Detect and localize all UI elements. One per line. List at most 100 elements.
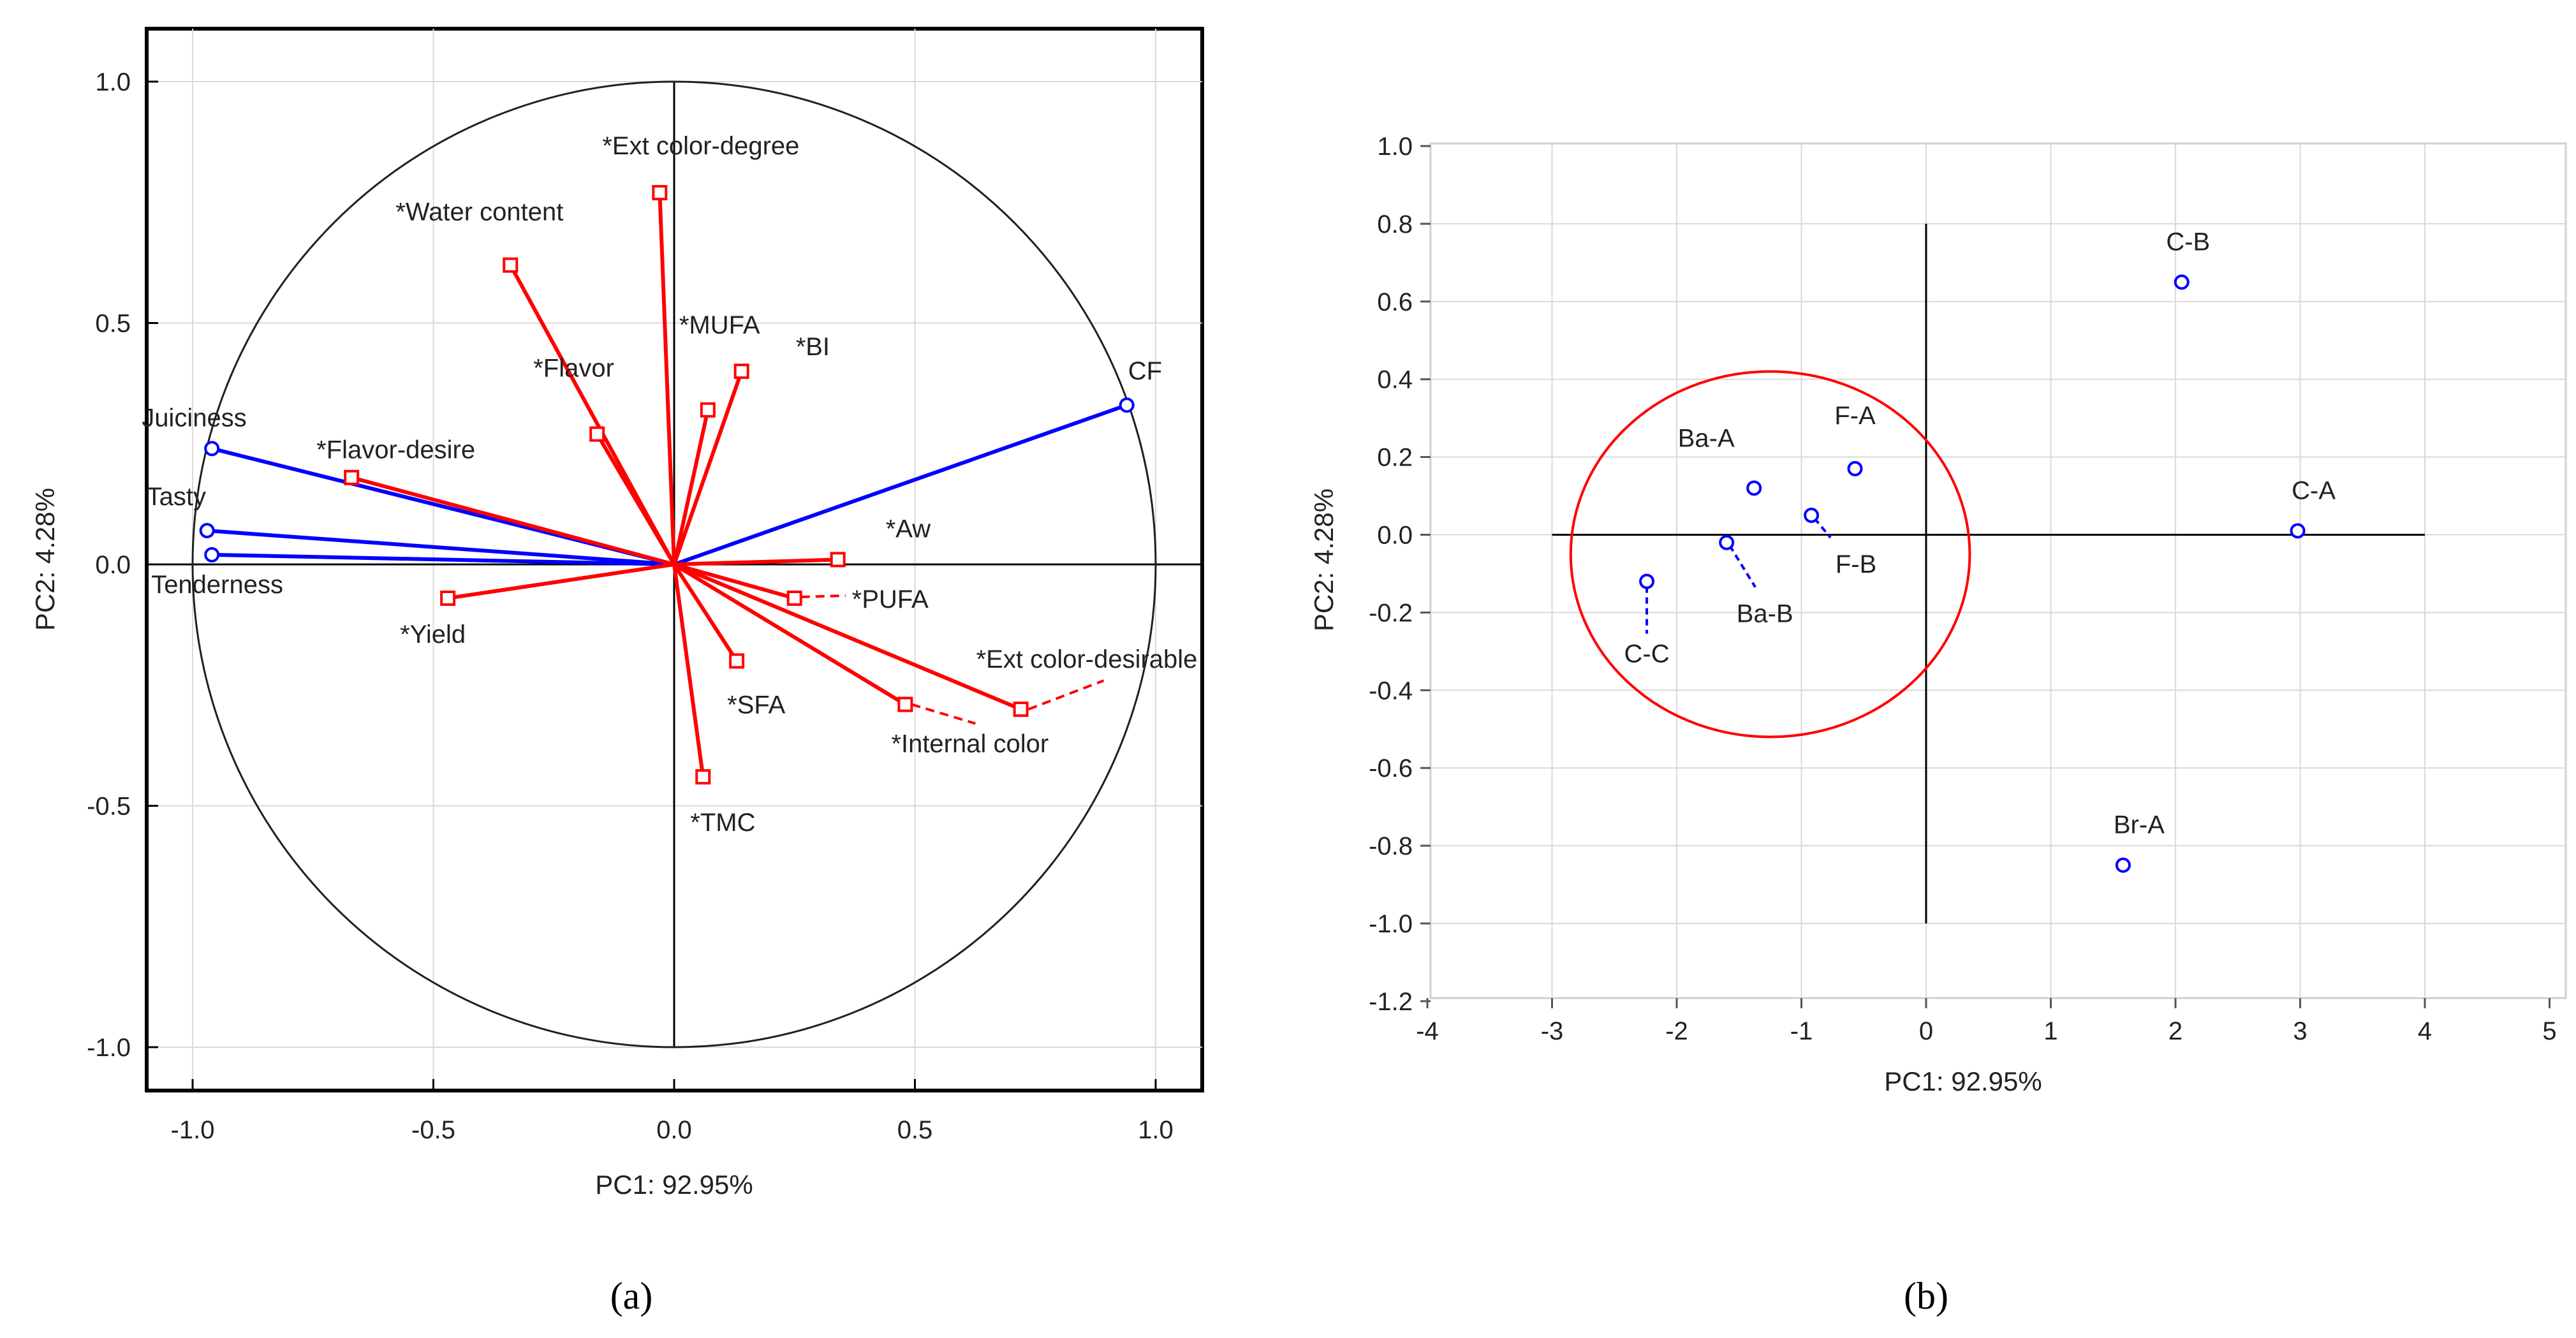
loading-marker-star-sfa: [729, 653, 745, 669]
loading-vector-cf: [673, 403, 1128, 566]
score-point-ba-a: [1746, 480, 1762, 496]
panel-b-y-axis-label: PC2: 4.28%: [1309, 489, 1339, 631]
label-leader-star-ext-color-desirable: [1027, 679, 1105, 710]
point-label-br-a: Br-A: [2114, 811, 2165, 839]
score-point-ba-b: [1719, 534, 1735, 550]
point-leader-ba-b: [1728, 545, 1756, 588]
panel-a-caption: (a): [610, 1275, 653, 1317]
loading-vector-star-flavor: [595, 433, 676, 566]
score-point-br-a: [2115, 857, 2131, 873]
y-tick-label: 0.8: [1377, 210, 1413, 239]
panel-a-x-axis-label: PC1: 92.95%: [595, 1170, 753, 1200]
y-tick-label: -1.0: [87, 1034, 131, 1062]
panel-b-plot-frame: [1429, 142, 2567, 999]
variable-label-star-internal-color: *Internal color: [891, 730, 1049, 758]
y-tick-label: 0.4: [1377, 366, 1413, 394]
variable-label-star-water-content: *Water content: [395, 198, 563, 226]
loading-vector-star-flavor-desire: [351, 475, 675, 566]
loading-vector-star-bi: [672, 371, 744, 565]
x-tick-label: -1.0: [171, 1116, 215, 1144]
score-point-c-a: [2290, 523, 2306, 539]
panel-b-grid: [1431, 143, 2566, 998]
point-label-ba-a: Ba-A: [1678, 424, 1735, 452]
point-leader-f-b: [1813, 517, 1832, 539]
panel-b-label-leaders: [1645, 517, 1832, 634]
variable-label-star-bi: *BI: [796, 333, 830, 361]
variable-label-star-tmc: *TMC: [690, 809, 755, 837]
variable-label-cf: CF: [1128, 357, 1162, 385]
variable-label-tasty: Tasty: [147, 483, 206, 511]
panel-b-caption: (b): [1904, 1275, 1948, 1317]
variable-label-star-sfa: *SFA: [727, 691, 785, 719]
y-tick-label: 0.5: [95, 310, 131, 338]
point-label-c-b: C-B: [2166, 228, 2210, 256]
correlation-circle: [191, 80, 1157, 1048]
variable-label-star-flavor: *Flavor: [533, 355, 614, 383]
x-tick-label: -0.5: [411, 1116, 455, 1144]
loading-vector-star-ext-color-degree: [658, 192, 676, 565]
point-label-f-a: F-A: [1834, 402, 1876, 430]
point-label-f-b: F-B: [1836, 550, 1876, 578]
panel-b-grouping-ellipse: [1569, 370, 1971, 739]
panel-b-y-tick-labels: 1.0 0.8 0.6 0.4 0.2 0.0 -0.2 -0.4 -0.6 -0.8 -1.0 -1…: [1369, 133, 1413, 1016]
loading-vector-star-mufa: [672, 409, 710, 565]
loading-vector-star-ext-color-desirable: [673, 562, 1022, 711]
loading-marker-tasty: [199, 523, 215, 539]
variable-label-star-aw: *Aw: [886, 515, 931, 543]
loading-marker-star-bi: [733, 364, 749, 379]
loading-vector-star-internal-color: [673, 562, 906, 707]
loading-marker-star-yield: [440, 590, 456, 606]
variable-label-tenderness: Tenderness: [151, 571, 283, 599]
loading-marker-star-ext-color-degree: [652, 185, 668, 201]
score-point-c-c: [1639, 573, 1655, 589]
loading-marker-cf: [1119, 397, 1135, 413]
cluster-ellipse: [1569, 370, 1971, 739]
panel-a-y-tick-labels: 1.0 0.5 0.0 -0.5 -1.0: [87, 68, 131, 1062]
score-point-f-a: [1847, 460, 1863, 476]
panel-b-x-axis-label: PC1: 92.95%: [1884, 1066, 2042, 1096]
y-tick-label: -0.5: [87, 793, 131, 821]
x-tick-label: -3: [1541, 1017, 1564, 1045]
panel-a-unit-circle: [191, 80, 1157, 1048]
label-leader-star-pufa: [800, 594, 846, 598]
y-tick-label: -0.6: [1369, 754, 1413, 783]
panel-a-x-tick-labels: -1.0 -0.5 0.0 0.5 1.0: [171, 1116, 1174, 1144]
x-tick-label: 3: [2293, 1017, 2307, 1045]
point-label-c-a: C-A: [2292, 476, 2336, 504]
loading-marker-star-water-content: [503, 257, 519, 273]
x-tick-label: 1: [2043, 1017, 2057, 1045]
loading-marker-star-internal-color: [897, 696, 913, 712]
loading-marker-star-aw: [830, 552, 846, 568]
panel-a-variable-labels: Juiciness Tasty Tenderness CF *Ext color-deg…: [142, 132, 1197, 837]
x-tick-label: 0.0: [656, 1116, 692, 1144]
y-tick-label: -0.2: [1369, 599, 1413, 627]
loading-marker-star-flavor-desire: [344, 469, 360, 485]
x-tick-label: 5: [2542, 1017, 2556, 1045]
variable-label-star-ext-color-desirable: *Ext color-desirable: [976, 645, 1198, 673]
variable-label-star-pufa: *PUFA: [852, 585, 929, 614]
x-tick-label: 2: [2168, 1017, 2182, 1045]
loading-vector-tenderness: [212, 552, 675, 566]
variable-label-juiciness: Juiciness: [142, 404, 247, 432]
x-tick-label: 4: [2418, 1017, 2432, 1045]
loading-vector-star-pufa: [673, 562, 795, 600]
panel-a-loading-markers: [199, 185, 1135, 785]
score-point-f-b: [1804, 508, 1820, 524]
loading-vector-star-aw: [673, 557, 838, 566]
panel-b-point-labels: C-B C-A Br-A F-A Ba-A F-B Ba-B C-C: [1624, 228, 2336, 839]
loading-vector-star-yield: [447, 562, 675, 600]
variable-label-star-ext-color-degree: *Ext color-degree: [602, 132, 799, 160]
x-tick-label: 0: [1919, 1017, 1933, 1045]
loading-marker-star-tmc: [695, 769, 711, 785]
score-point-c-b: [2174, 274, 2190, 290]
loading-marker-star-flavor: [589, 426, 605, 442]
loading-vector-star-sfa: [672, 563, 739, 663]
loading-vector-star-tmc: [672, 564, 705, 777]
x-tick-label: 0.5: [897, 1116, 933, 1144]
y-tick-label: -0.8: [1369, 832, 1413, 860]
y-tick-label: -1.0: [1369, 910, 1413, 938]
y-tick-label: 0.6: [1377, 288, 1413, 316]
point-label-ba-b: Ba-B: [1737, 600, 1793, 628]
panel-b-x-tick-labels: -4 -3 -2 -1 0 1 2 3 4 5: [1416, 1017, 2556, 1045]
